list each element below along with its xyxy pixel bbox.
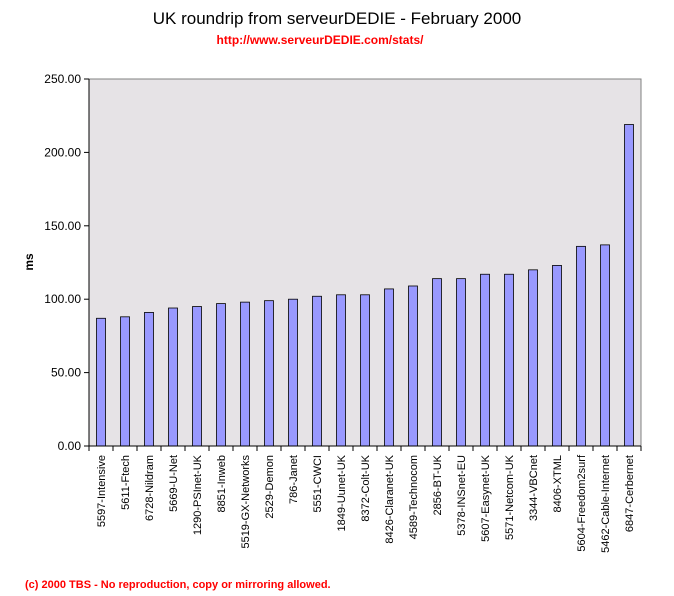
x-tick-label: 8372-Colt-UK (360, 454, 372, 521)
x-tick-label: 6847-Cerbernet (624, 455, 636, 532)
x-tick-label: 5378-INSnet-EU (456, 455, 468, 536)
x-axis-labels: 5597-Intensive 5611-Ftech 6728-Nildram 5669… (88, 445, 642, 553)
y-tick-label: 150.00 (44, 219, 81, 233)
x-tick-label: 3344-VBCnet (528, 455, 540, 521)
bar (480, 273, 490, 447)
bar (168, 307, 178, 447)
bar (264, 300, 274, 447)
chart-title: UK roundrip from serveurDEDIE - February… (152, 9, 522, 28)
x-tick-label: 2856-BT-UK (432, 454, 444, 515)
bar (336, 294, 346, 447)
copyright-notice: (c) 2000 TBS - No reproduction, copy or … (25, 579, 331, 591)
x-tick-label: 5604-Freedom2surf (576, 454, 588, 552)
bar (288, 298, 298, 447)
bar (144, 312, 154, 447)
bar (96, 317, 106, 447)
x-tick-label: 5571-Netcom-UK (504, 454, 516, 540)
bar (504, 273, 514, 447)
bar (432, 278, 442, 447)
bar (408, 285, 418, 447)
chart-subtitle-url[interactable]: http://www.serveurDEDIE.com/stats/ (216, 33, 424, 47)
x-tick-label: 4589-Technocom (408, 455, 420, 539)
y-tick-label: 50.00 (51, 366, 81, 380)
y-tick-label: 100.00 (44, 292, 81, 306)
x-tick-label: 786-Janet (288, 455, 300, 504)
bar (552, 265, 562, 447)
bar (600, 244, 610, 447)
bar (192, 306, 202, 447)
bar (312, 295, 322, 447)
bar (120, 316, 130, 447)
bar (576, 245, 586, 447)
x-tick-label: 6728-Nildram (144, 455, 156, 521)
x-tick-label: 5462-Cable-Internet (600, 455, 612, 553)
y-tick-label: 200.00 (44, 145, 81, 159)
x-tick-label: 5597-Intensive (96, 455, 108, 527)
x-tick-label: 5611-Ftech (120, 455, 132, 510)
bar (216, 303, 226, 447)
y-axis: 0.00 50.00 100.00 150.00 200.00 250.00 (44, 72, 90, 453)
x-tick-label: 8406-XTML (552, 455, 564, 512)
x-tick-label: 1849-Uunet-UK (336, 454, 348, 531)
y-tick-label: 250.00 (44, 72, 81, 86)
x-tick-label: 1290-PSInet-UK (192, 454, 204, 535)
x-tick-label: 5607-Easynet-UK (480, 454, 492, 541)
bar (360, 294, 370, 447)
x-tick-label: 2529-Demon (264, 455, 276, 519)
y-tick-label: 0.00 (58, 439, 82, 453)
y-axis-label: ms (22, 253, 36, 271)
x-tick-label: 5519-GX-Networks (240, 455, 252, 549)
bar (240, 301, 250, 447)
bar (528, 269, 538, 447)
bar (456, 278, 466, 447)
x-tick-label: 5669-U-Net (168, 455, 180, 512)
x-tick-label: 8851-Inweb (216, 455, 228, 513)
x-tick-label: 8426-Claranet-UK (384, 454, 396, 543)
bar (384, 288, 394, 447)
bar (624, 124, 634, 447)
x-tick-label: 5551-CWCI (312, 455, 324, 512)
